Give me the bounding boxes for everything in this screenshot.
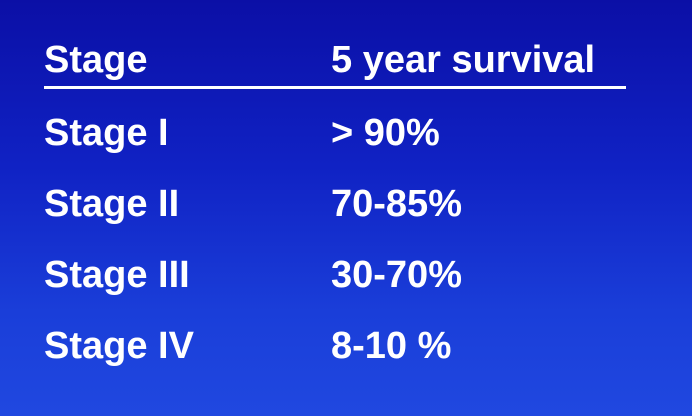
table-header: Stage 5 year survival bbox=[44, 38, 626, 89]
stage-cell: Stage IV bbox=[44, 324, 194, 368]
stage-cell: Stage I bbox=[44, 111, 169, 155]
table-row: Stage IV 8-10 % bbox=[44, 324, 626, 368]
survival-cell: 8-10 % bbox=[331, 324, 451, 368]
survival-cell: 30-70% bbox=[331, 253, 462, 297]
table-row: Stage III 30-70% bbox=[44, 253, 626, 297]
stage-cell: Stage II bbox=[44, 182, 179, 226]
table-row: Stage II 70-85% bbox=[44, 182, 626, 226]
survival-cell: 70-85% bbox=[331, 182, 462, 226]
header-stage: Stage bbox=[44, 38, 147, 82]
table-row: Stage I > 90% bbox=[44, 111, 626, 155]
stage-cell: Stage III bbox=[44, 253, 190, 297]
header-survival: 5 year survival bbox=[331, 38, 595, 82]
survival-cell: > 90% bbox=[331, 111, 440, 155]
